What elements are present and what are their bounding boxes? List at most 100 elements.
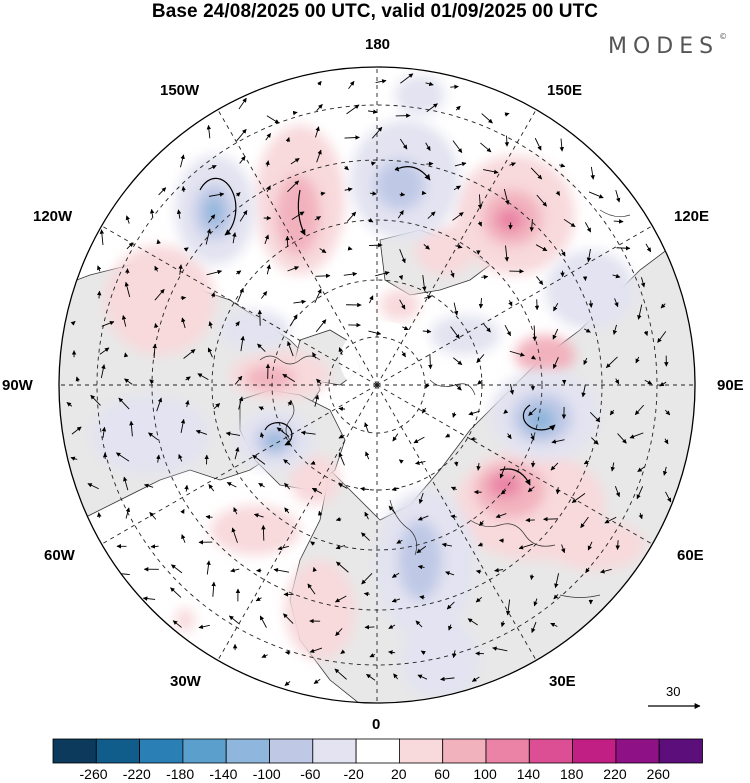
wind-vector: [586, 248, 592, 263]
wind-vector: [344, 135, 360, 140]
wind-vector: [551, 439, 565, 444]
colorbar-tick-label: -20: [343, 766, 364, 782]
colorbar-tick-label: 180: [560, 766, 584, 782]
colorbar-swatch: [95, 738, 141, 764]
wind-vector: [285, 137, 290, 143]
copyright-mark: ©: [719, 32, 728, 41]
wind-vector: [413, 436, 425, 444]
wind-vector: [616, 245, 631, 251]
wind-vector: [71, 426, 82, 435]
wind-vector: [226, 482, 237, 488]
wind-vector: [563, 218, 576, 228]
wind-vector: [421, 407, 427, 414]
wind-vector: [142, 596, 156, 601]
wind-vector: [75, 376, 81, 382]
wind-vector: [338, 406, 346, 412]
wind-vector: [455, 244, 463, 249]
wind-vector: [314, 216, 321, 221]
wind-vector: [481, 274, 489, 280]
wind-vector: [554, 573, 560, 589]
colorbar-tick-label: 220: [603, 766, 627, 782]
wind-vector: [257, 343, 266, 352]
wind-vector: [585, 567, 590, 574]
wind-vector: [363, 591, 370, 597]
wind-vector: [368, 330, 382, 336]
wind-vector: [492, 646, 508, 652]
wind-vector: [276, 427, 290, 437]
map-boundary: [58, 66, 696, 704]
wind-vector: [317, 510, 323, 516]
wind-vector: [495, 513, 507, 519]
wind-vector: [235, 321, 240, 327]
wind-vector: [183, 247, 189, 252]
wind-vector: [399, 299, 406, 310]
lon-label-30w: 30W: [170, 673, 201, 690]
wind-vector: [427, 211, 436, 219]
wind-vector: [338, 452, 345, 466]
positive-anomalies: [105, 125, 645, 660]
wind-vector: [232, 232, 237, 244]
wind-vector: [499, 466, 506, 479]
wind-vector: [504, 135, 510, 147]
wind-vector: [338, 347, 343, 356]
wind-vector: [266, 264, 271, 275]
wind-vector: [561, 544, 566, 554]
wind-vector: [265, 133, 272, 141]
wind-vector: [503, 409, 509, 414]
wind-vector: [588, 300, 594, 308]
lon-label-30e: 30E: [549, 673, 576, 690]
wind-vector: [206, 269, 223, 276]
wind-vector: [421, 190, 427, 196]
wind-vector: [360, 486, 369, 492]
wind-vector: [415, 620, 423, 628]
wind-vector: [320, 191, 326, 197]
wind-vector: [316, 104, 323, 112]
wind-vector: [235, 192, 241, 197]
wind-vector: [96, 290, 102, 299]
wind-vector: [425, 383, 430, 389]
wind-vector: [583, 459, 590, 465]
wind-vector: [206, 124, 212, 139]
wind-vector: [123, 352, 129, 358]
wind-vector: [583, 357, 588, 365]
wind-vector: [183, 349, 196, 359]
wind-vector: [590, 166, 595, 180]
modes-logo: MODES©: [608, 32, 728, 59]
wind-vector: [527, 486, 535, 493]
wind-vector: [97, 512, 102, 518]
wind-vector: [591, 437, 599, 445]
wind-vector: [605, 356, 618, 368]
wind-vector: [637, 304, 643, 320]
wind-vector: [239, 210, 248, 222]
wind-vector: [500, 620, 506, 628]
wind-vector: [391, 598, 401, 603]
wind-vector: [234, 446, 240, 460]
wind-vector: [255, 596, 262, 602]
wind-vector: [334, 668, 347, 680]
wind-vector: [195, 429, 208, 435]
wind-vector: [233, 507, 238, 515]
wind-vector: [504, 245, 509, 262]
wind-vector: [445, 433, 451, 438]
wind-vector: [659, 381, 667, 387]
wind-vector: [335, 628, 343, 637]
wind-vector: [398, 274, 403, 280]
wind-vector: [528, 407, 537, 416]
wind-vector: [315, 126, 320, 138]
wind-vector: [640, 277, 646, 288]
wind-vector: [391, 572, 400, 578]
wind-vector: [178, 454, 183, 462]
wind-vector: [503, 188, 510, 205]
wind-vector: [287, 341, 294, 357]
wind-vector: [423, 244, 430, 250]
wind-vector: [364, 422, 369, 433]
wind-vector: [426, 103, 438, 113]
wind-vector: [397, 210, 404, 219]
wind-vector: [198, 624, 210, 630]
wind-vector: [365, 451, 370, 460]
wind-vector: [284, 507, 290, 514]
wind-vector: [90, 394, 101, 406]
wind-vector: [530, 355, 536, 360]
wind-vector: [66, 402, 73, 407]
wind-vector: [617, 433, 627, 444]
